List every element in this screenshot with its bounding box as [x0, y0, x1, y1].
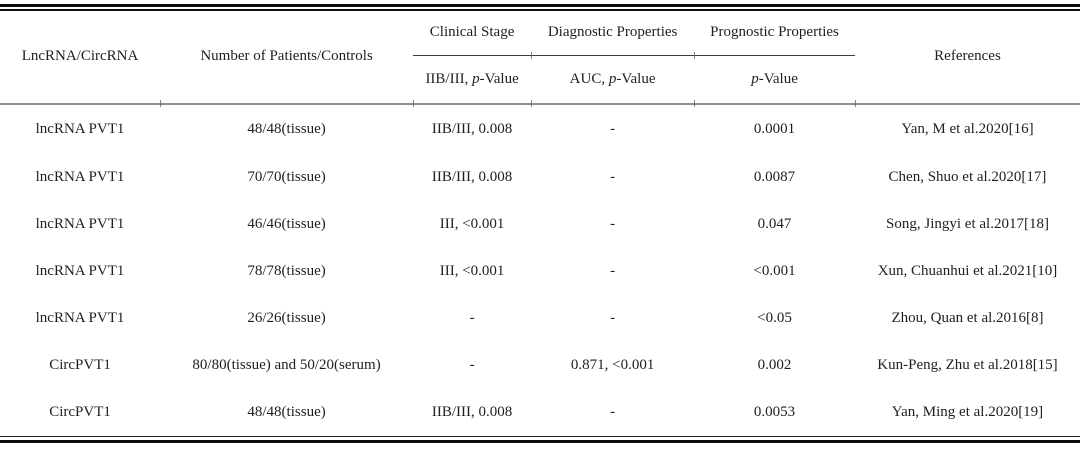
- table-cell: 0.002: [757, 356, 792, 373]
- table-cell: Yan, Ming et al.2020[19]: [891, 403, 1044, 420]
- table-cell: 70/70(tissue): [247, 168, 326, 185]
- col-header-lncrna-circrna: LncRNA/CircRNA: [0, 10, 161, 105]
- table-cell: -: [469, 356, 475, 373]
- table-cell: CircPVT1: [49, 403, 111, 420]
- table-cell: IIB/III, 0.008: [431, 403, 513, 420]
- col-header-clinical-stage: Clinical Stage: [413, 10, 532, 56]
- table-cell: IIB/III, 0.008: [431, 168, 513, 185]
- table-cell: -: [610, 215, 616, 232]
- table-cell: <0.05: [757, 309, 792, 326]
- table-cell: 0.047: [757, 215, 792, 232]
- table-row: CircPVT1 48/48(tissue) IIB/III, 0.008 - 0.00…: [0, 389, 1080, 436]
- table-cell: Zhou, Quan et al.2016[8]: [891, 309, 1044, 326]
- table-cell: lncRNA PVT1: [35, 309, 125, 326]
- table-cell: CircPVT1: [49, 356, 111, 373]
- table-cell: Song, Jingyi et al.2017[18]: [886, 215, 1049, 232]
- subheader-clinical-stage: IIB/III, p-Value: [413, 55, 532, 105]
- column-boundary-tick: [412, 100, 414, 107]
- table-row: lncRNA PVT1 46/46(tissue) III, <0.001 - 0.04…: [0, 201, 1080, 248]
- table-row: lncRNA PVT1 48/48(tissue) IIB/III, 0.008 - 0…: [0, 104, 1080, 154]
- table-cell: -: [610, 262, 616, 279]
- table-row: lncRNA PVT1 78/78(tissue) III, <0.001 - <0.0…: [0, 248, 1080, 295]
- subheader-diagnostic-properties: AUC, p-Value: [531, 55, 695, 105]
- column-boundary-tick: [531, 100, 533, 107]
- table-cell: -: [610, 120, 616, 137]
- table-cell: Yan, M et al.2020[16]: [901, 120, 1034, 137]
- table-cell: -: [610, 403, 616, 420]
- table-cell: 0.0053: [753, 403, 796, 420]
- table-cell: 0.0087: [753, 168, 796, 185]
- table-cell: 46/46(tissue): [247, 215, 326, 232]
- column-boundary-tick: [694, 100, 695, 107]
- column-boundary-tick: [531, 52, 533, 59]
- table-row: lncRNA PVT1 70/70(tissue) IIB/III, 0.008 - 0…: [0, 154, 1080, 201]
- table-cell: -: [610, 168, 616, 185]
- table-cell: Kun-Peng, Zhu et al.2018[15]: [877, 356, 1058, 373]
- study-table: LncRNA/CircRNA Number of Patients/Contro…: [0, 10, 1080, 436]
- table-cell: III, <0.001: [439, 215, 505, 232]
- col-header-diagnostic-properties: Diagnostic Properties: [531, 10, 695, 56]
- column-boundary-tick: [855, 100, 857, 107]
- table-cell: lncRNA PVT1: [35, 215, 125, 232]
- table-row: CircPVT1 80/80(tissue) and 50/20(serum) - 0…: [0, 342, 1080, 389]
- table-bottom-rule: [0, 436, 1080, 443]
- table-cell: <0.001: [753, 262, 796, 279]
- table-cell: 48/48(tissue): [247, 403, 326, 420]
- column-boundary-tick: [160, 100, 162, 107]
- table-cell: 0.0001: [753, 120, 796, 137]
- header-row-main: LncRNA/CircRNA Number of Patients/Contro…: [0, 10, 1080, 105]
- col-header-references: References: [854, 10, 1080, 105]
- table-row: lncRNA PVT1 26/26(tissue) - - <0.05 Zhou, Qua…: [0, 295, 1080, 342]
- table-cell: Xun, Chuanhui et al.2021[10]: [877, 262, 1058, 279]
- table-cell: 78/78(tissue): [247, 262, 326, 279]
- subheader-prognostic-properties: p-Value: [694, 55, 855, 105]
- table-cell: 26/26(tissue): [247, 309, 326, 326]
- table-cell: -: [469, 309, 475, 326]
- header-row-sub: IIB/III, p-Value AUC, p-Value p-Value: [0, 55, 1080, 105]
- table-cell: III, <0.001: [439, 262, 505, 279]
- table-body: lncRNA PVT1 48/48(tissue) IIB/III, 0.008 - 0…: [0, 104, 1080, 436]
- col-header-patients-controls: Number of Patients/Controls: [160, 10, 414, 105]
- table-cell: 48/48(tissue): [247, 120, 326, 137]
- table-header: LncRNA/CircRNA Number of Patients/Contro…: [0, 10, 1080, 105]
- table-cell: IIB/III, 0.008: [431, 120, 513, 137]
- table-cell: lncRNA PVT1: [35, 120, 125, 137]
- table-cell: -: [610, 309, 616, 326]
- column-boundary-tick: [694, 52, 695, 59]
- table-cell: Chen, Shuo et al.2020[17]: [888, 168, 1047, 185]
- table-cell: 80/80(tissue) and 50/20(serum): [192, 356, 381, 373]
- table-cell: lncRNA PVT1: [35, 168, 125, 185]
- table-cell: 0.871, <0.001: [570, 356, 655, 373]
- col-header-prognostic-properties: Prognostic Properties: [694, 10, 855, 56]
- table-cell: lncRNA PVT1: [35, 262, 125, 279]
